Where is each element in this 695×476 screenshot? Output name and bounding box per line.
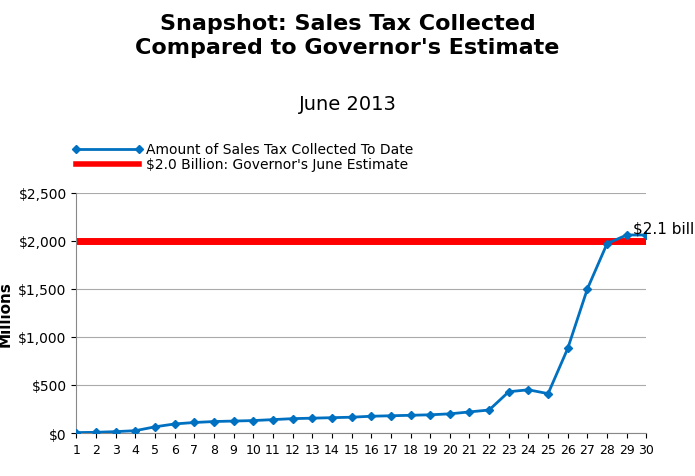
Text: Snapshot: Sales Tax Collected
Compared to Governor's Estimate: Snapshot: Sales Tax Collected Compared t…: [136, 14, 559, 58]
Text: $2.1 billion: $2.1 billion: [632, 221, 695, 236]
Text: June 2013: June 2013: [299, 95, 396, 114]
Y-axis label: Millions: Millions: [0, 280, 13, 346]
Text: Amount of Sales Tax Collected To Date: Amount of Sales Tax Collected To Date: [146, 143, 414, 157]
Text: $2.0 Billion: Governor's June Estimate: $2.0 Billion: Governor's June Estimate: [146, 157, 408, 171]
